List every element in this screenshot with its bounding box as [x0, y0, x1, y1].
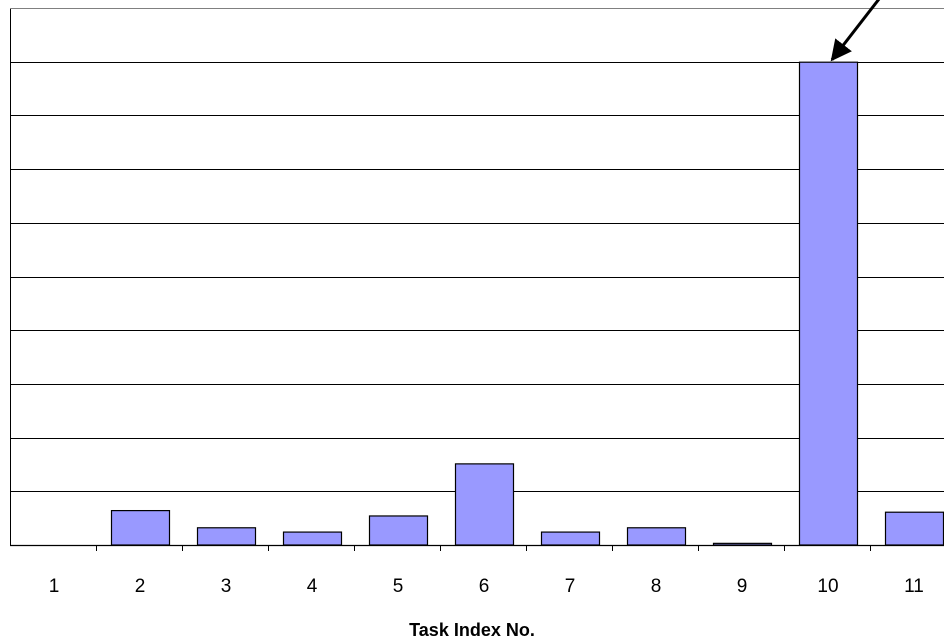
bar-11	[884, 511, 944, 546]
annotation-arrow	[830, 0, 881, 62]
axes	[10, 8, 944, 551]
bar-6	[454, 463, 515, 546]
x-tick-label: 8	[651, 576, 662, 597]
x-tick-label: 4	[307, 576, 318, 597]
x-tick-label: 6	[479, 576, 490, 597]
x-tick-label: 1	[49, 576, 60, 597]
x-tick-label: 11	[904, 576, 924, 597]
x-tick-label: 7	[565, 576, 576, 597]
annotations	[830, 0, 881, 62]
bar-9	[712, 542, 773, 546]
bar-10	[798, 61, 859, 546]
bar-5	[368, 515, 429, 546]
x-tick-label: 5	[393, 576, 404, 597]
x-tick-label: 9	[737, 576, 748, 597]
x-axis-title: Task Index No.	[409, 620, 535, 640]
bar-4	[282, 531, 343, 546]
bar-8	[626, 527, 687, 546]
tick-labels: 1 2 3 4 5 6 7 8 9 10 11	[49, 576, 924, 597]
x-tick-label: 2	[135, 576, 146, 597]
bar-7	[540, 531, 601, 546]
x-tick-label: 10	[817, 576, 838, 597]
bar-2	[110, 509, 171, 546]
bar-3	[196, 527, 257, 546]
bars	[110, 61, 944, 546]
x-tick-label: 3	[221, 576, 232, 597]
